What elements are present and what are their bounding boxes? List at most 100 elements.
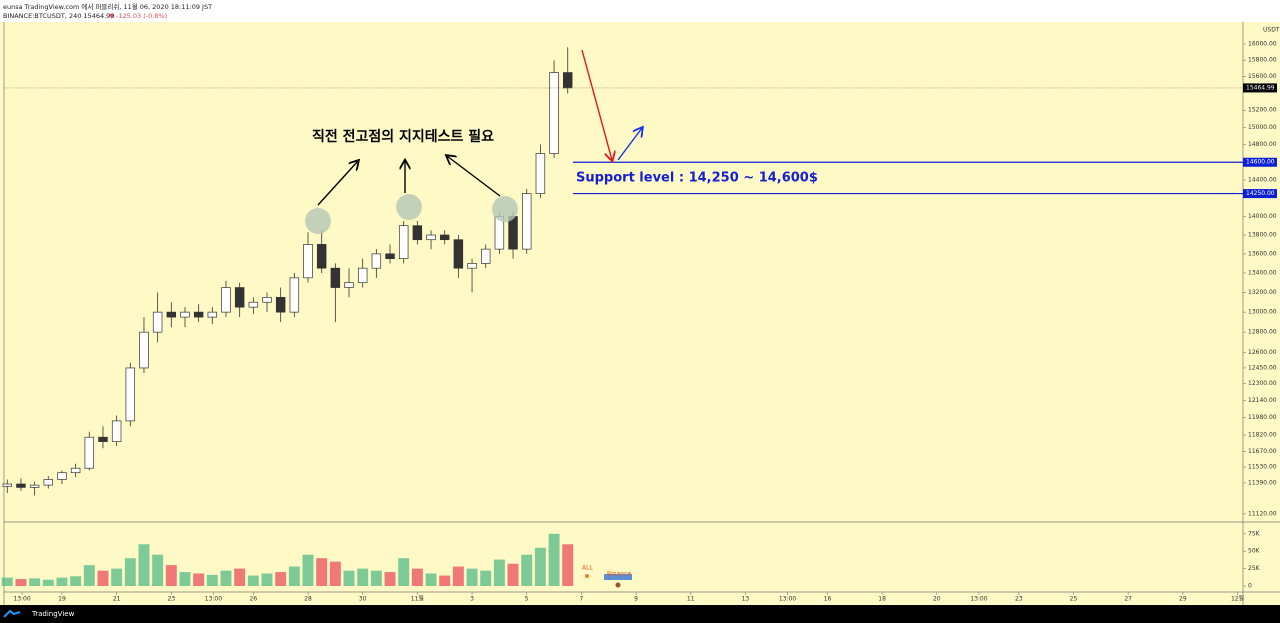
volume-bar bbox=[220, 570, 232, 586]
candle-body bbox=[303, 244, 313, 279]
volume-bar bbox=[275, 572, 287, 586]
volume-bar bbox=[480, 570, 492, 586]
volume-bar bbox=[329, 561, 341, 586]
volume-bar bbox=[56, 577, 68, 586]
x-tick-label: 9 bbox=[634, 596, 638, 603]
header-bg bbox=[0, 0, 1280, 22]
volume-bar bbox=[83, 565, 95, 586]
volume-bar bbox=[97, 570, 109, 586]
y-tick-label: 15800.00 bbox=[1248, 57, 1277, 64]
last-price-tag bbox=[1243, 83, 1277, 93]
candle-body bbox=[480, 248, 491, 264]
candle-body bbox=[29, 484, 40, 488]
annotation-text: 직전 전고점의 지지테스트 필요 bbox=[312, 128, 494, 145]
header-change: ▼ -125.03 (-0.8%) bbox=[109, 12, 167, 20]
candle-body bbox=[2, 483, 13, 487]
volume-tick-label: 25K bbox=[1248, 565, 1261, 572]
candle-body bbox=[426, 234, 436, 241]
x-tick-label: 26 bbox=[250, 596, 258, 603]
x-tick-label: 16 bbox=[824, 596, 832, 603]
volume-bar bbox=[316, 558, 328, 586]
candle-body bbox=[207, 311, 218, 318]
y-tick-label: 11120.00 bbox=[1248, 510, 1277, 517]
candle-body bbox=[563, 72, 573, 89]
y-tick-label: 11390.00 bbox=[1248, 479, 1277, 486]
x-tick-label: 30 bbox=[359, 596, 367, 603]
x-tick-label: 28 bbox=[304, 596, 312, 603]
candle-body bbox=[262, 296, 272, 303]
y-tick-label: 12140.00 bbox=[1248, 397, 1277, 404]
candle-body bbox=[139, 331, 149, 369]
volume-bar bbox=[343, 570, 355, 586]
candle-body bbox=[43, 479, 54, 486]
candle-body bbox=[180, 311, 190, 318]
volume-bar bbox=[548, 533, 560, 586]
footer-bg bbox=[0, 605, 1280, 623]
footer-brand: TradingView bbox=[31, 610, 75, 618]
y-tick-label: 11530.00 bbox=[1248, 464, 1277, 471]
candle-body bbox=[84, 436, 95, 469]
x-tick-label: 11 bbox=[687, 596, 695, 603]
y-tick-label: 13400.00 bbox=[1248, 270, 1277, 277]
volume-tick-label: 50K bbox=[1248, 548, 1261, 555]
x-tick-label: 13 bbox=[742, 596, 750, 603]
candle-body bbox=[289, 277, 300, 313]
x-tick-label: 25 bbox=[1070, 596, 1078, 603]
y-tick-label: 11980.00 bbox=[1248, 414, 1277, 421]
x-tick-label: 27 bbox=[1124, 596, 1132, 603]
y-tick-label: 13600.00 bbox=[1248, 250, 1277, 257]
volume-bar bbox=[562, 544, 574, 586]
indicator-label: ALL bbox=[582, 565, 593, 572]
x-tick-label: 13:00 bbox=[205, 596, 222, 603]
support-label: 14250.00 bbox=[1246, 190, 1275, 197]
x-tick-label: 5 bbox=[525, 596, 529, 603]
volume-bar bbox=[70, 576, 82, 586]
indicator-dot bbox=[585, 574, 589, 578]
x-tick-label: 7 bbox=[579, 596, 583, 603]
y-tick-label: 13800.00 bbox=[1248, 232, 1277, 239]
volume-bar bbox=[261, 573, 273, 586]
indicator-label: Binance bbox=[607, 571, 631, 578]
candle-body bbox=[275, 296, 286, 313]
arrow bbox=[317, 161, 358, 206]
candle-body bbox=[385, 253, 395, 259]
y-tick-label: 12600.00 bbox=[1248, 349, 1277, 356]
volume-bar bbox=[439, 575, 451, 586]
volume-bar bbox=[29, 578, 41, 586]
header-symbol: BINANCE:BTCUSDT, 240 15464.99 bbox=[3, 12, 114, 20]
volume-bar bbox=[138, 544, 150, 586]
support-tag bbox=[1243, 157, 1277, 167]
candle-body bbox=[344, 282, 354, 288]
x-tick-label: 13:00 bbox=[779, 596, 796, 603]
y-tick-label: 12450.00 bbox=[1248, 364, 1277, 371]
x-tick-label: 18 bbox=[878, 596, 886, 603]
volume-bar bbox=[42, 579, 54, 586]
support-tag bbox=[1243, 189, 1277, 199]
y-tick-label: 12800.00 bbox=[1248, 329, 1277, 336]
volume-tick-label: 75K bbox=[1248, 530, 1261, 537]
volume-bar bbox=[411, 568, 423, 586]
peak-circle bbox=[492, 196, 518, 222]
candle-body bbox=[234, 287, 245, 308]
x-tick-label: 23 bbox=[167, 596, 175, 603]
last-price-label: 15464.99 bbox=[1246, 84, 1275, 91]
candle-body bbox=[521, 193, 532, 250]
candle-body bbox=[535, 153, 546, 194]
x-tick-label: 23 bbox=[1015, 596, 1023, 603]
indicator-box bbox=[604, 574, 632, 580]
candle-body bbox=[166, 311, 177, 318]
arrow bbox=[581, 49, 612, 160]
candle-body bbox=[98, 436, 108, 442]
volume-bar bbox=[152, 554, 164, 586]
candle-body bbox=[549, 72, 559, 154]
x-tick-label: 20 bbox=[933, 596, 941, 603]
y-tick-label: 14400.00 bbox=[1248, 177, 1277, 184]
y-tick-label: 15000.00 bbox=[1248, 124, 1277, 131]
candle-body bbox=[221, 287, 231, 313]
y-tick-label: 16000.00 bbox=[1248, 41, 1277, 48]
volume-bar bbox=[384, 572, 396, 586]
support-label: 14600.00 bbox=[1246, 159, 1275, 166]
arrow bbox=[617, 128, 642, 161]
y-tick-label: 13200.00 bbox=[1248, 289, 1277, 296]
volume-bar bbox=[206, 574, 218, 586]
